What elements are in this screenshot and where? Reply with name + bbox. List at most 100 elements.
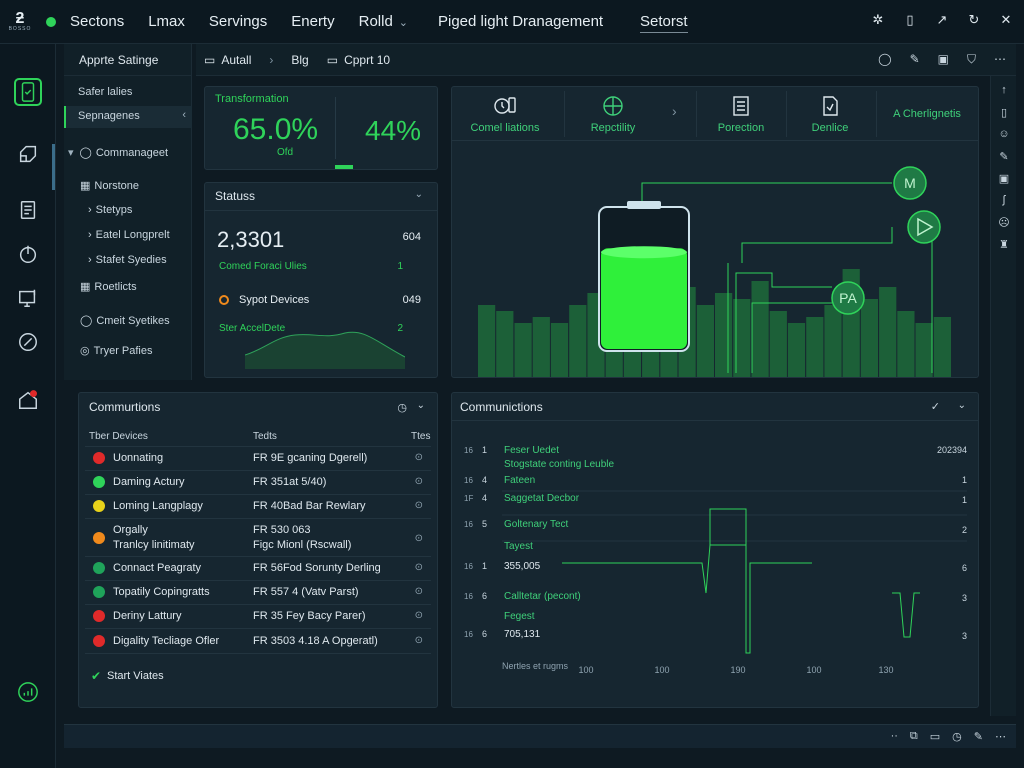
pen-icon[interactable]: ✎ bbox=[999, 151, 1009, 163]
table-row[interactable]: Uonnating FR 9E gcaning Dgerell) ⊙ bbox=[85, 446, 431, 470]
play-icon bbox=[917, 217, 934, 237]
sidebar-item-cmeit[interactable]: ◯ Cmeit Syetikes bbox=[80, 314, 170, 327]
clock-icon[interactable]: ◷ bbox=[397, 402, 407, 414]
settings-icon[interactable]: ⊙ bbox=[414, 476, 423, 487]
breadcrumb-item-blg[interactable]: Blg bbox=[291, 52, 309, 67]
arrow-up-icon[interactable]: ↑ bbox=[1001, 84, 1007, 96]
chevron-down-icon[interactable]: ⌄ bbox=[957, 400, 966, 411]
table-row[interactable]: Digality Tecliage Ofler FR 3503 4.18 A O… bbox=[85, 628, 431, 654]
row-name: Orgally Tranlcy linitimaty bbox=[113, 524, 195, 551]
pen-icon[interactable]: ✎ bbox=[973, 731, 983, 743]
rail-monitor-icon[interactable] bbox=[14, 284, 42, 312]
tab-label: Denlice bbox=[811, 122, 849, 134]
rail-shape-icon[interactable] bbox=[14, 140, 42, 168]
sidebar-item-tryer[interactable]: ◎ Tryer Pafies bbox=[80, 344, 153, 357]
settings-icon[interactable]: ⊙ bbox=[414, 533, 423, 544]
window-icon[interactable]: ▣ bbox=[937, 52, 949, 66]
breadcrumb-item-autall[interactable]: ▭ Autall bbox=[204, 53, 251, 67]
settings-icon[interactable]: ⊙ bbox=[414, 586, 423, 597]
more-icon[interactable]: ⋯ bbox=[995, 731, 1006, 743]
device-icon[interactable]: ▯ bbox=[906, 12, 914, 27]
pen-icon[interactable]: ✎ bbox=[909, 52, 920, 66]
face-icon[interactable]: ☹ bbox=[998, 217, 1010, 229]
tab-porection[interactable]: Porection bbox=[706, 87, 776, 141]
row-name: Daming Actury bbox=[113, 476, 185, 488]
table-row[interactable]: Loming Langplagy FR 40Bad Bar Rewlary ⊙ bbox=[85, 494, 431, 518]
clock-icon[interactable]: ◷ bbox=[952, 731, 962, 743]
more-icon[interactable]: ⋯ bbox=[994, 52, 1006, 66]
face-icon[interactable]: ☺ bbox=[998, 128, 1010, 140]
more-icon[interactable]: ·· bbox=[890, 730, 898, 742]
sidebar-item-safer[interactable]: Safer lalies bbox=[78, 86, 133, 98]
legend-entry: Fateen bbox=[504, 475, 535, 486]
hook-icon[interactable]: ʃ bbox=[1002, 194, 1006, 206]
sidebar-item-stetyps[interactable]: › Stetyps bbox=[88, 204, 132, 216]
check-icon[interactable]: ✓ bbox=[930, 401, 940, 413]
table-row[interactable]: Deriny Lattury FR 35 Fey Bacy Parer) ⊙ bbox=[85, 604, 431, 628]
nav-item-enerty[interactable]: Enerty bbox=[291, 13, 335, 30]
tab-repctility[interactable]: Repctility bbox=[572, 87, 654, 141]
table-row[interactable]: Daming Actury FR 351at 5/40) ⊙ bbox=[85, 470, 431, 494]
close-icon[interactable]: ✕ bbox=[1000, 12, 1012, 27]
legend-index: 1 bbox=[482, 561, 487, 571]
status-dot-icon bbox=[46, 16, 56, 27]
grid-icon: ▦ bbox=[80, 180, 91, 192]
table-row[interactable]: Orgally Tranlcy linitimaty FR 530 063 Fi… bbox=[85, 518, 431, 556]
sidebar-item-roetlicts[interactable]: ▦ Roetlicts bbox=[80, 280, 137, 293]
diagram-bar bbox=[824, 305, 842, 377]
settings-icon[interactable]: ⊙ bbox=[414, 562, 423, 573]
start-states-link[interactable]: Start Viates bbox=[107, 670, 164, 682]
sidebar-item-stafet[interactable]: › Stafet Syedies bbox=[88, 254, 167, 266]
sidebar-item-norstone[interactable]: ▦ Norstone bbox=[80, 179, 139, 192]
settings-icon[interactable]: ⊙ bbox=[414, 610, 423, 621]
copy-icon[interactable]: ⧉ bbox=[909, 730, 918, 742]
shield-icon[interactable]: ⛉ bbox=[966, 52, 976, 66]
rail-home-alert-icon[interactable] bbox=[14, 386, 42, 414]
rail-phone-check-icon[interactable] bbox=[14, 78, 42, 106]
camera-icon[interactable]: ▣ bbox=[998, 173, 1010, 185]
tab-label: A Cherlignetis bbox=[893, 108, 961, 120]
circle-icon[interactable]: ◯ bbox=[878, 52, 892, 66]
status-dot-icon bbox=[93, 562, 105, 574]
file-icon bbox=[823, 96, 838, 116]
chevron-right-icon[interactable]: › bbox=[672, 103, 677, 119]
column-header-devices[interactable]: Tber Devices bbox=[89, 431, 148, 442]
active-nav-item[interactable]: Setorst bbox=[640, 13, 688, 33]
tab-cherlignetis[interactable]: A Cherlignetis bbox=[882, 87, 972, 141]
nav-item-servings[interactable]: Servings bbox=[208, 13, 268, 30]
right-value: 3 bbox=[962, 593, 967, 603]
sidebar-item-commanage[interactable]: ▾ ◯ Commanageet bbox=[68, 146, 168, 159]
chevron-down-icon[interactable]: ⌄ bbox=[414, 189, 423, 200]
column-header-tedts[interactable]: Tedts bbox=[253, 431, 277, 442]
nav-item-rolld[interactable]: Rolld ⌄ bbox=[359, 13, 408, 30]
cup-icon[interactable]: ♜ bbox=[999, 239, 1009, 251]
folder-icon[interactable]: ▭ bbox=[929, 731, 941, 743]
settings-icon[interactable]: ⊙ bbox=[414, 500, 423, 511]
status-row1-value: 1 bbox=[397, 261, 403, 272]
rail-compass-icon[interactable] bbox=[14, 328, 42, 356]
rail-list-icon[interactable] bbox=[14, 196, 42, 224]
app-logo[interactable]: ƻ BOSSO bbox=[0, 0, 40, 44]
table-row[interactable]: Topatily Copingratts FR 557 4 (Vatv Pars… bbox=[85, 580, 431, 604]
refresh-icon[interactable]: ↻ bbox=[968, 12, 980, 27]
tab-denlice[interactable]: Denlice bbox=[792, 87, 868, 141]
external-icon[interactable]: ↗ bbox=[936, 12, 948, 27]
chevron-down-icon[interactable]: ⌄ bbox=[416, 400, 425, 411]
breadcrumb-item-cpprt[interactable]: ▭ Cpprt 10 bbox=[327, 53, 390, 67]
rail-power-icon[interactable] bbox=[14, 240, 42, 268]
legend-entry: Saggetat Decbor bbox=[504, 493, 580, 504]
rail-growth-icon[interactable] bbox=[14, 678, 42, 706]
nav-item-sections[interactable]: Sectons bbox=[70, 13, 125, 30]
table-row[interactable]: Connact Peagraty FR 56Fod Sorunty Derlin… bbox=[85, 556, 431, 580]
tab-comel[interactable]: Comel liations bbox=[466, 87, 544, 141]
settings-icon[interactable]: ⊙ bbox=[414, 635, 423, 646]
sidebar-item-label: Tryer Pafies bbox=[93, 345, 153, 357]
legend-entry: 705,131 bbox=[504, 629, 541, 640]
settings-icon[interactable]: ⊙ bbox=[414, 452, 423, 463]
column-header-ttes[interactable]: Ttes bbox=[411, 431, 431, 442]
gear-icon[interactable]: ✲ bbox=[872, 12, 884, 27]
device-icon[interactable]: ▯ bbox=[1000, 107, 1008, 119]
sidebar-item-selected[interactable]: Sepnagenes ‹ bbox=[64, 106, 192, 128]
sidebar-item-eatel[interactable]: › Eatel Longprelt bbox=[88, 229, 170, 241]
nav-item-lmax[interactable]: Lmax bbox=[148, 13, 185, 30]
